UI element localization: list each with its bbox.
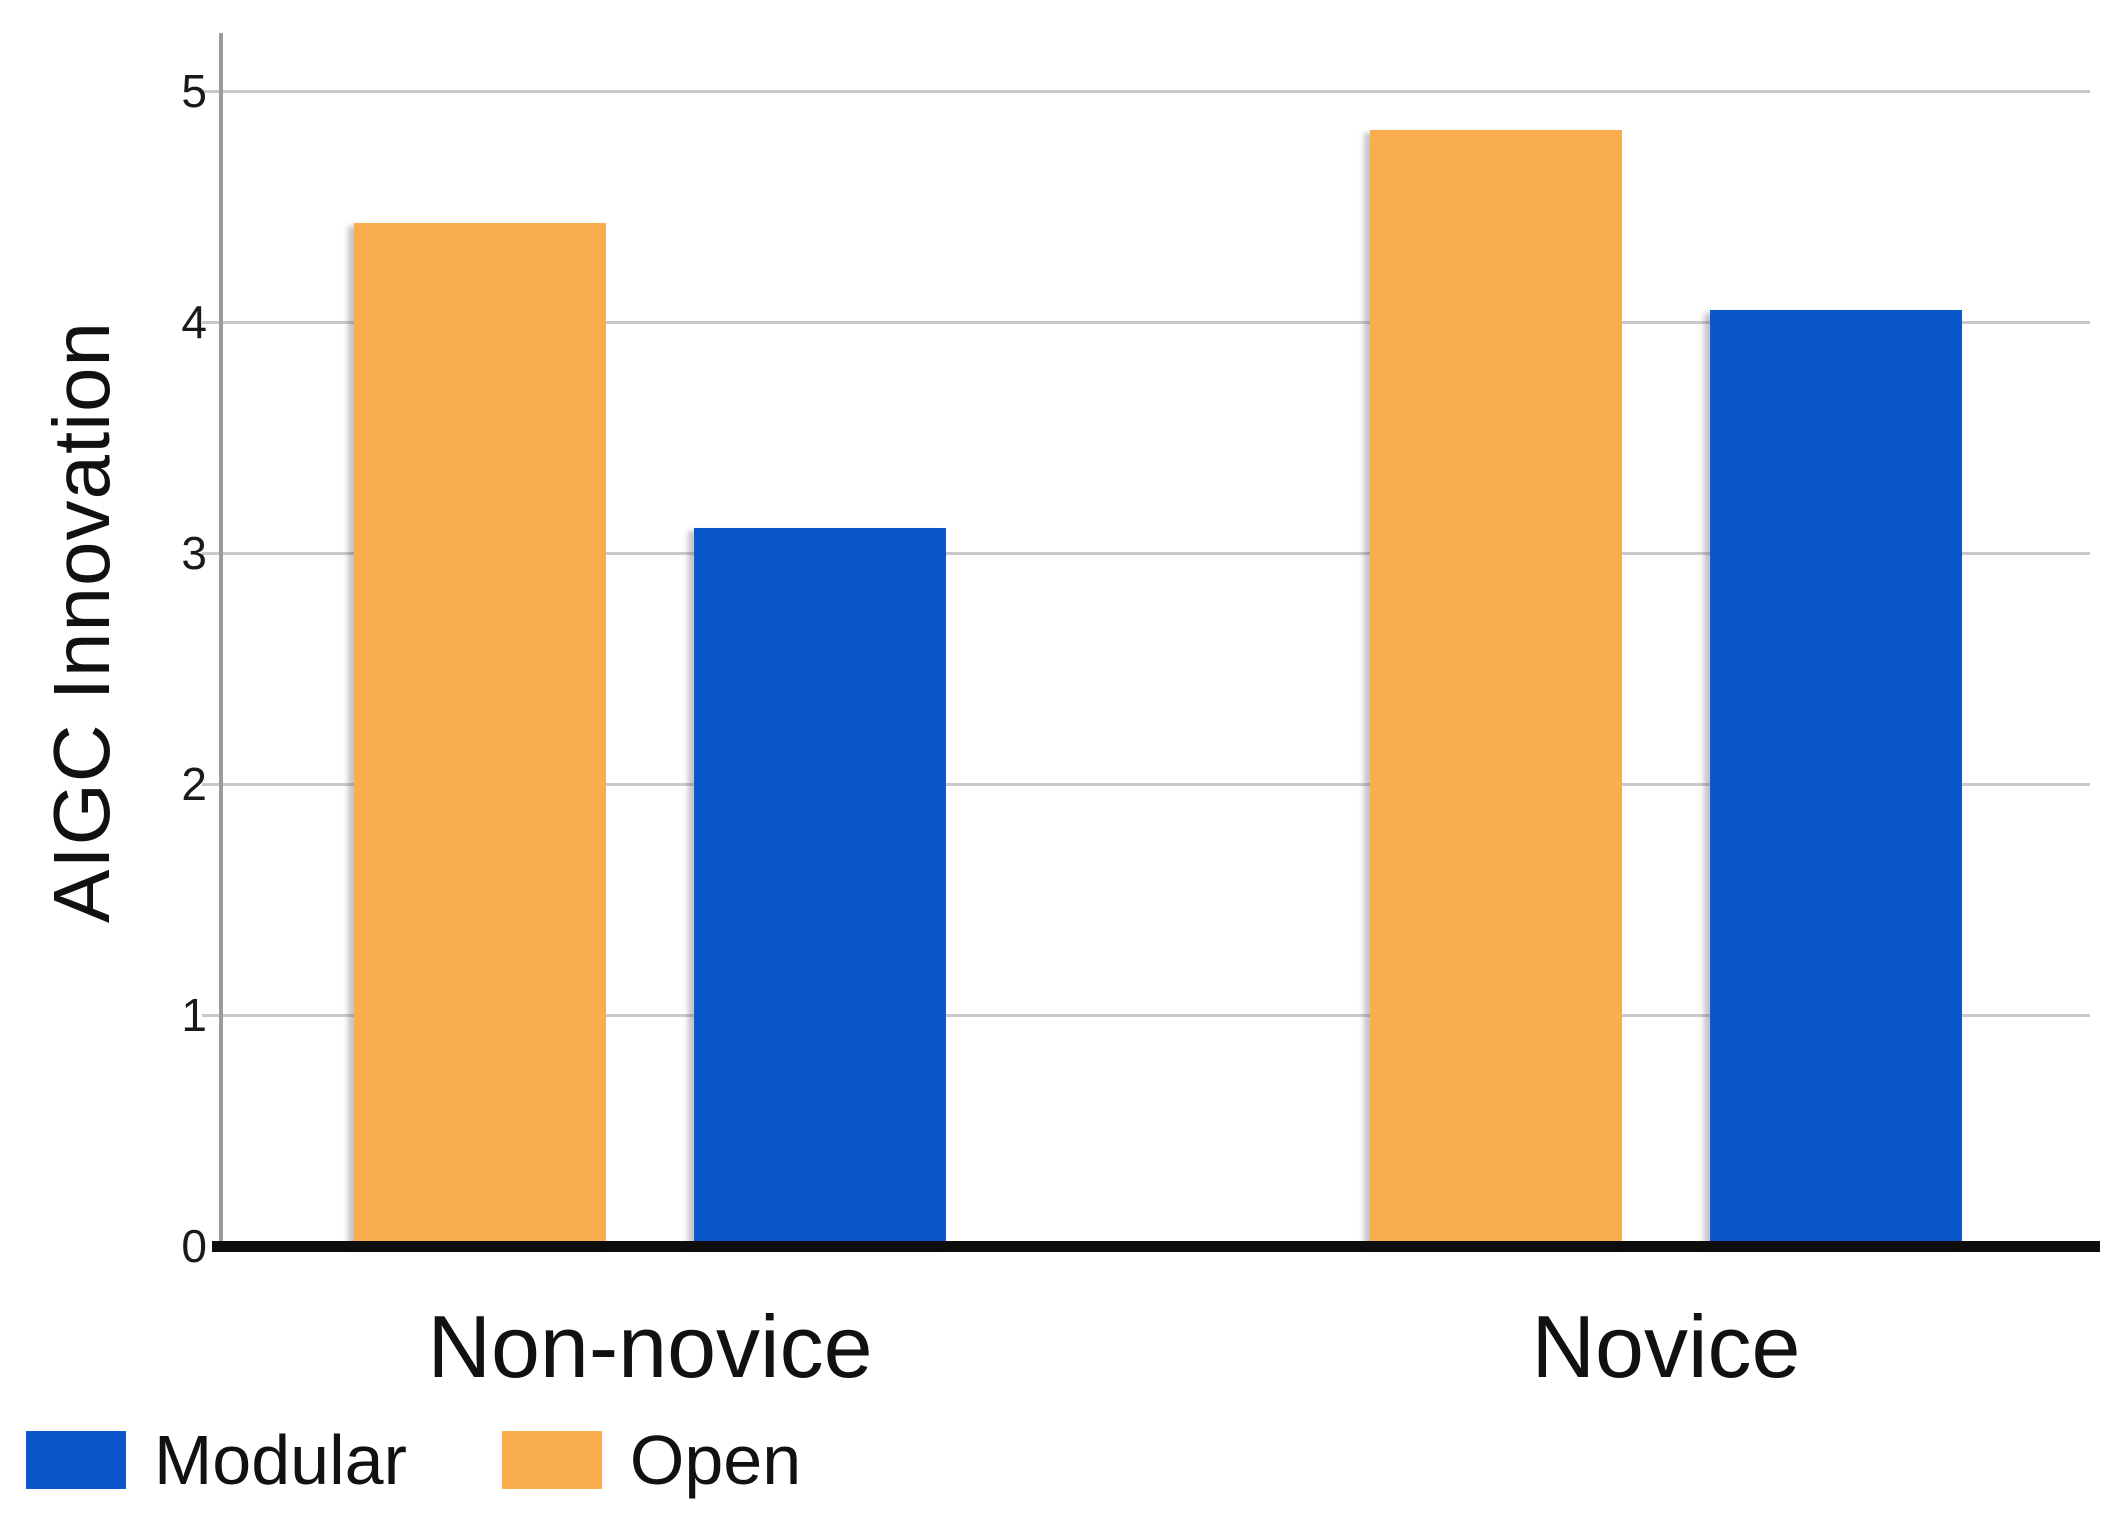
y-tick-label: 5: [181, 65, 207, 117]
bar-modular-novice: [1710, 310, 1962, 1246]
gridline: [202, 1014, 2090, 1017]
y-tick-label: 2: [181, 758, 207, 810]
y-axis-title: AIGC Innovation: [37, 321, 126, 923]
bar-open-non-novice: [354, 223, 606, 1246]
bar-modular-non-novice: [694, 528, 946, 1246]
legend-label: Open: [629, 1421, 802, 1499]
x-tick-label: Non-novice: [427, 1297, 873, 1396]
x-tick-label: Novice: [1531, 1297, 1801, 1396]
legend-swatch-icon: [501, 1431, 602, 1489]
y-tick-label: 3: [181, 527, 207, 579]
y-tick-label: 0: [181, 1220, 207, 1272]
y-tick-label: 4: [181, 296, 207, 348]
legend-item: Modular: [26, 1420, 407, 1500]
legend-item: Open: [501, 1420, 802, 1500]
bar-open-novice: [1370, 130, 1622, 1246]
gridline: [202, 552, 2090, 555]
gridline: [202, 90, 2090, 93]
y-tick-label: 1: [181, 989, 207, 1041]
gridline: [202, 783, 2090, 786]
gridline: [202, 321, 2090, 324]
legend-label: Modular: [154, 1421, 407, 1499]
x-axis-baseline: [212, 1241, 2100, 1252]
y-axis-line: [219, 33, 223, 1246]
legend: Modular Open: [26, 1420, 801, 1500]
legend-swatch-icon: [26, 1431, 126, 1489]
